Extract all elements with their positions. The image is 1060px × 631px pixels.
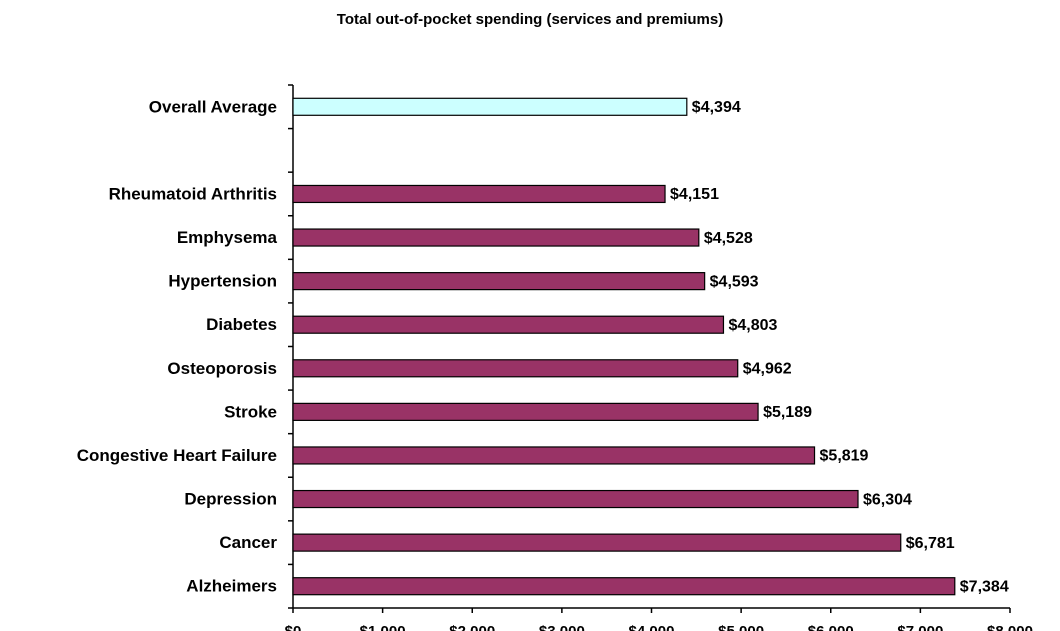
chart-title: Total out-of-pocket spending (services a… bbox=[337, 11, 723, 28]
value-label: $4,593 bbox=[710, 273, 759, 290]
y-tick-label: Emphysema bbox=[177, 228, 278, 247]
bar bbox=[292, 315, 725, 334]
x-tick-label: $2,000 bbox=[449, 623, 495, 631]
x-tick-label: $3,000 bbox=[539, 623, 585, 631]
bar bbox=[292, 489, 859, 509]
value-label: $4,151 bbox=[670, 186, 719, 203]
x-tick-label: $0 bbox=[285, 623, 302, 631]
value-label: $5,819 bbox=[820, 448, 869, 465]
value-label: $4,803 bbox=[728, 317, 777, 334]
bar bbox=[292, 359, 739, 378]
y-tick-label: Overall Average bbox=[149, 97, 277, 116]
value-label: $4,394 bbox=[692, 99, 741, 116]
y-tick-label: Rheumatoid Arthritis bbox=[109, 184, 277, 203]
y-tick-label: Alzheimers bbox=[186, 577, 277, 596]
y-tick-label: Osteoporosis bbox=[167, 359, 277, 378]
x-tick-label: $8,000 bbox=[987, 623, 1033, 631]
y-tick-label: Cancer bbox=[219, 533, 277, 552]
bar bbox=[292, 577, 956, 596]
x-tick-label: $4,000 bbox=[629, 623, 675, 631]
y-tick-label: Congestive Heart Failure bbox=[77, 446, 277, 465]
value-label: $4,528 bbox=[704, 230, 753, 247]
value-label: $6,781 bbox=[906, 535, 955, 552]
bar bbox=[292, 97, 688, 116]
y-tick-label: Hypertension bbox=[168, 272, 277, 291]
value-label: $4,962 bbox=[743, 361, 792, 378]
bar bbox=[292, 228, 700, 247]
value-label: $5,189 bbox=[763, 404, 812, 421]
bar bbox=[292, 446, 816, 465]
x-tick-label: $5,000 bbox=[718, 623, 764, 631]
bar bbox=[292, 272, 706, 291]
y-tick-label: Depression bbox=[184, 490, 277, 509]
x-tick-label: $7,000 bbox=[897, 623, 943, 631]
bar bbox=[292, 533, 902, 552]
value-label: $7,384 bbox=[960, 578, 1009, 595]
y-tick-label: Stroke bbox=[224, 402, 277, 421]
x-tick-label: $6,000 bbox=[808, 623, 854, 631]
bar bbox=[292, 402, 759, 421]
x-tick-label: $1,000 bbox=[360, 623, 406, 631]
value-label: $6,304 bbox=[863, 491, 912, 508]
bar bbox=[292, 184, 666, 204]
y-tick-label: Diabetes bbox=[206, 315, 277, 334]
